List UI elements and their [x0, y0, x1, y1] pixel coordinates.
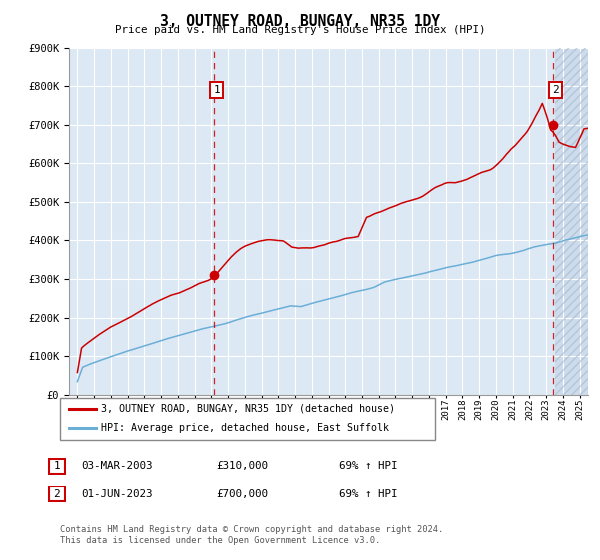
Text: 1: 1 — [53, 461, 61, 472]
FancyBboxPatch shape — [49, 459, 65, 474]
Bar — [554, 48, 588, 395]
FancyBboxPatch shape — [49, 486, 65, 502]
Text: £700,000: £700,000 — [216, 489, 268, 499]
Text: 69% ↑ HPI: 69% ↑ HPI — [339, 489, 397, 499]
FancyBboxPatch shape — [60, 398, 435, 440]
Text: 3, OUTNEY ROAD, BUNGAY, NR35 1DY: 3, OUTNEY ROAD, BUNGAY, NR35 1DY — [160, 14, 440, 29]
Text: 2: 2 — [53, 489, 61, 499]
Text: Price paid vs. HM Land Registry's House Price Index (HPI): Price paid vs. HM Land Registry's House … — [115, 25, 485, 35]
Text: 2: 2 — [553, 85, 559, 95]
Text: HPI: Average price, detached house, East Suffolk: HPI: Average price, detached house, East… — [101, 423, 389, 433]
Text: 03-MAR-2003: 03-MAR-2003 — [81, 461, 152, 472]
Text: 01-JUN-2023: 01-JUN-2023 — [81, 489, 152, 499]
Text: 69% ↑ HPI: 69% ↑ HPI — [339, 461, 397, 472]
Text: 3, OUTNEY ROAD, BUNGAY, NR35 1DY (detached house): 3, OUTNEY ROAD, BUNGAY, NR35 1DY (detach… — [101, 404, 395, 414]
Text: 1: 1 — [213, 85, 220, 95]
Text: £310,000: £310,000 — [216, 461, 268, 472]
Text: Contains HM Land Registry data © Crown copyright and database right 2024.
This d: Contains HM Land Registry data © Crown c… — [60, 525, 443, 545]
Bar — [554, 48, 588, 395]
